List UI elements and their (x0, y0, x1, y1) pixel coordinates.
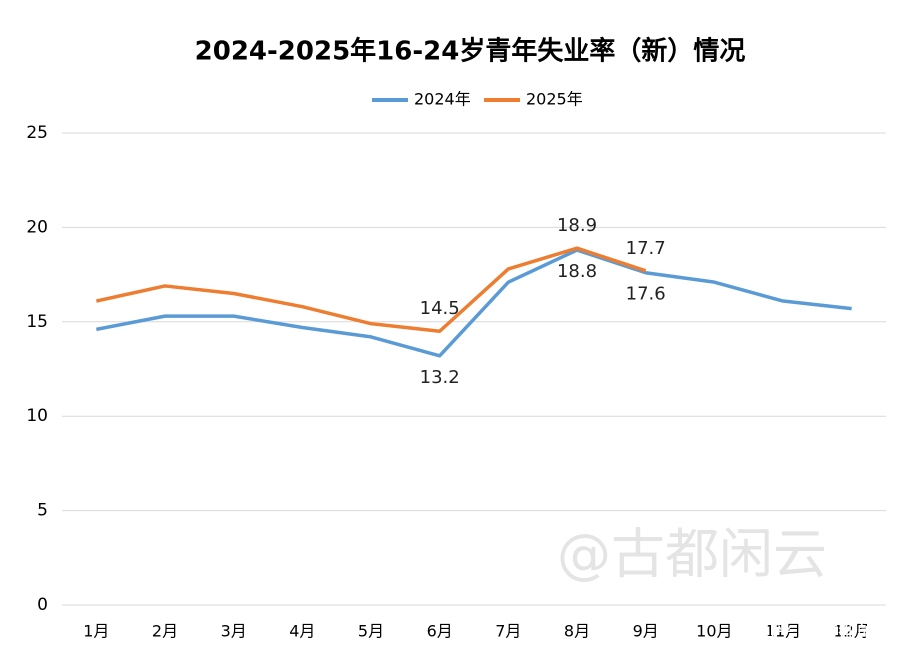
series-line (96, 248, 852, 358)
x-tick-label: 2月 (152, 622, 178, 641)
x-tick-label: 7月 (495, 622, 521, 641)
watermark-2: 知乎 @古都闲云 (756, 621, 895, 643)
x-tick-label: 9月 (633, 622, 659, 641)
y-tick-label: 5 (37, 501, 48, 521)
y-tick-label: 15 (26, 312, 48, 332)
x-tick-label: 5月 (358, 622, 384, 641)
data-label: 14.5 (420, 298, 460, 319)
y-tick-label: 20 (26, 217, 48, 237)
y-tick-label: 25 (26, 123, 48, 143)
data-label: 17.6 (626, 284, 666, 305)
x-tick-label: 10月 (696, 622, 732, 641)
legend-label: 2025年 (526, 90, 583, 109)
legend-label: 2024年 (414, 90, 471, 109)
data-label: 17.7 (626, 238, 666, 259)
x-tick-label: 6月 (427, 622, 453, 641)
data-label: 13.2 (420, 367, 460, 388)
x-tick-label: 8月 (564, 622, 590, 641)
data-label: 18.8 (557, 261, 597, 282)
y-tick-label: 10 (26, 406, 48, 426)
series-line (95, 246, 647, 333)
data-label: 18.9 (557, 215, 597, 236)
watermark: @古都闲云 (557, 523, 827, 586)
chart-title: 2024-2025年16-24岁青年失业率（新）情况 (195, 36, 746, 67)
x-tick-label: 12月 (833, 622, 869, 641)
y-tick-label: 0 (37, 595, 48, 615)
x-tick-label: 3月 (221, 622, 247, 641)
x-tick-label: 11月 (765, 622, 801, 641)
x-tick-label: 4月 (289, 622, 315, 641)
x-tick-label: 1月 (83, 622, 109, 641)
